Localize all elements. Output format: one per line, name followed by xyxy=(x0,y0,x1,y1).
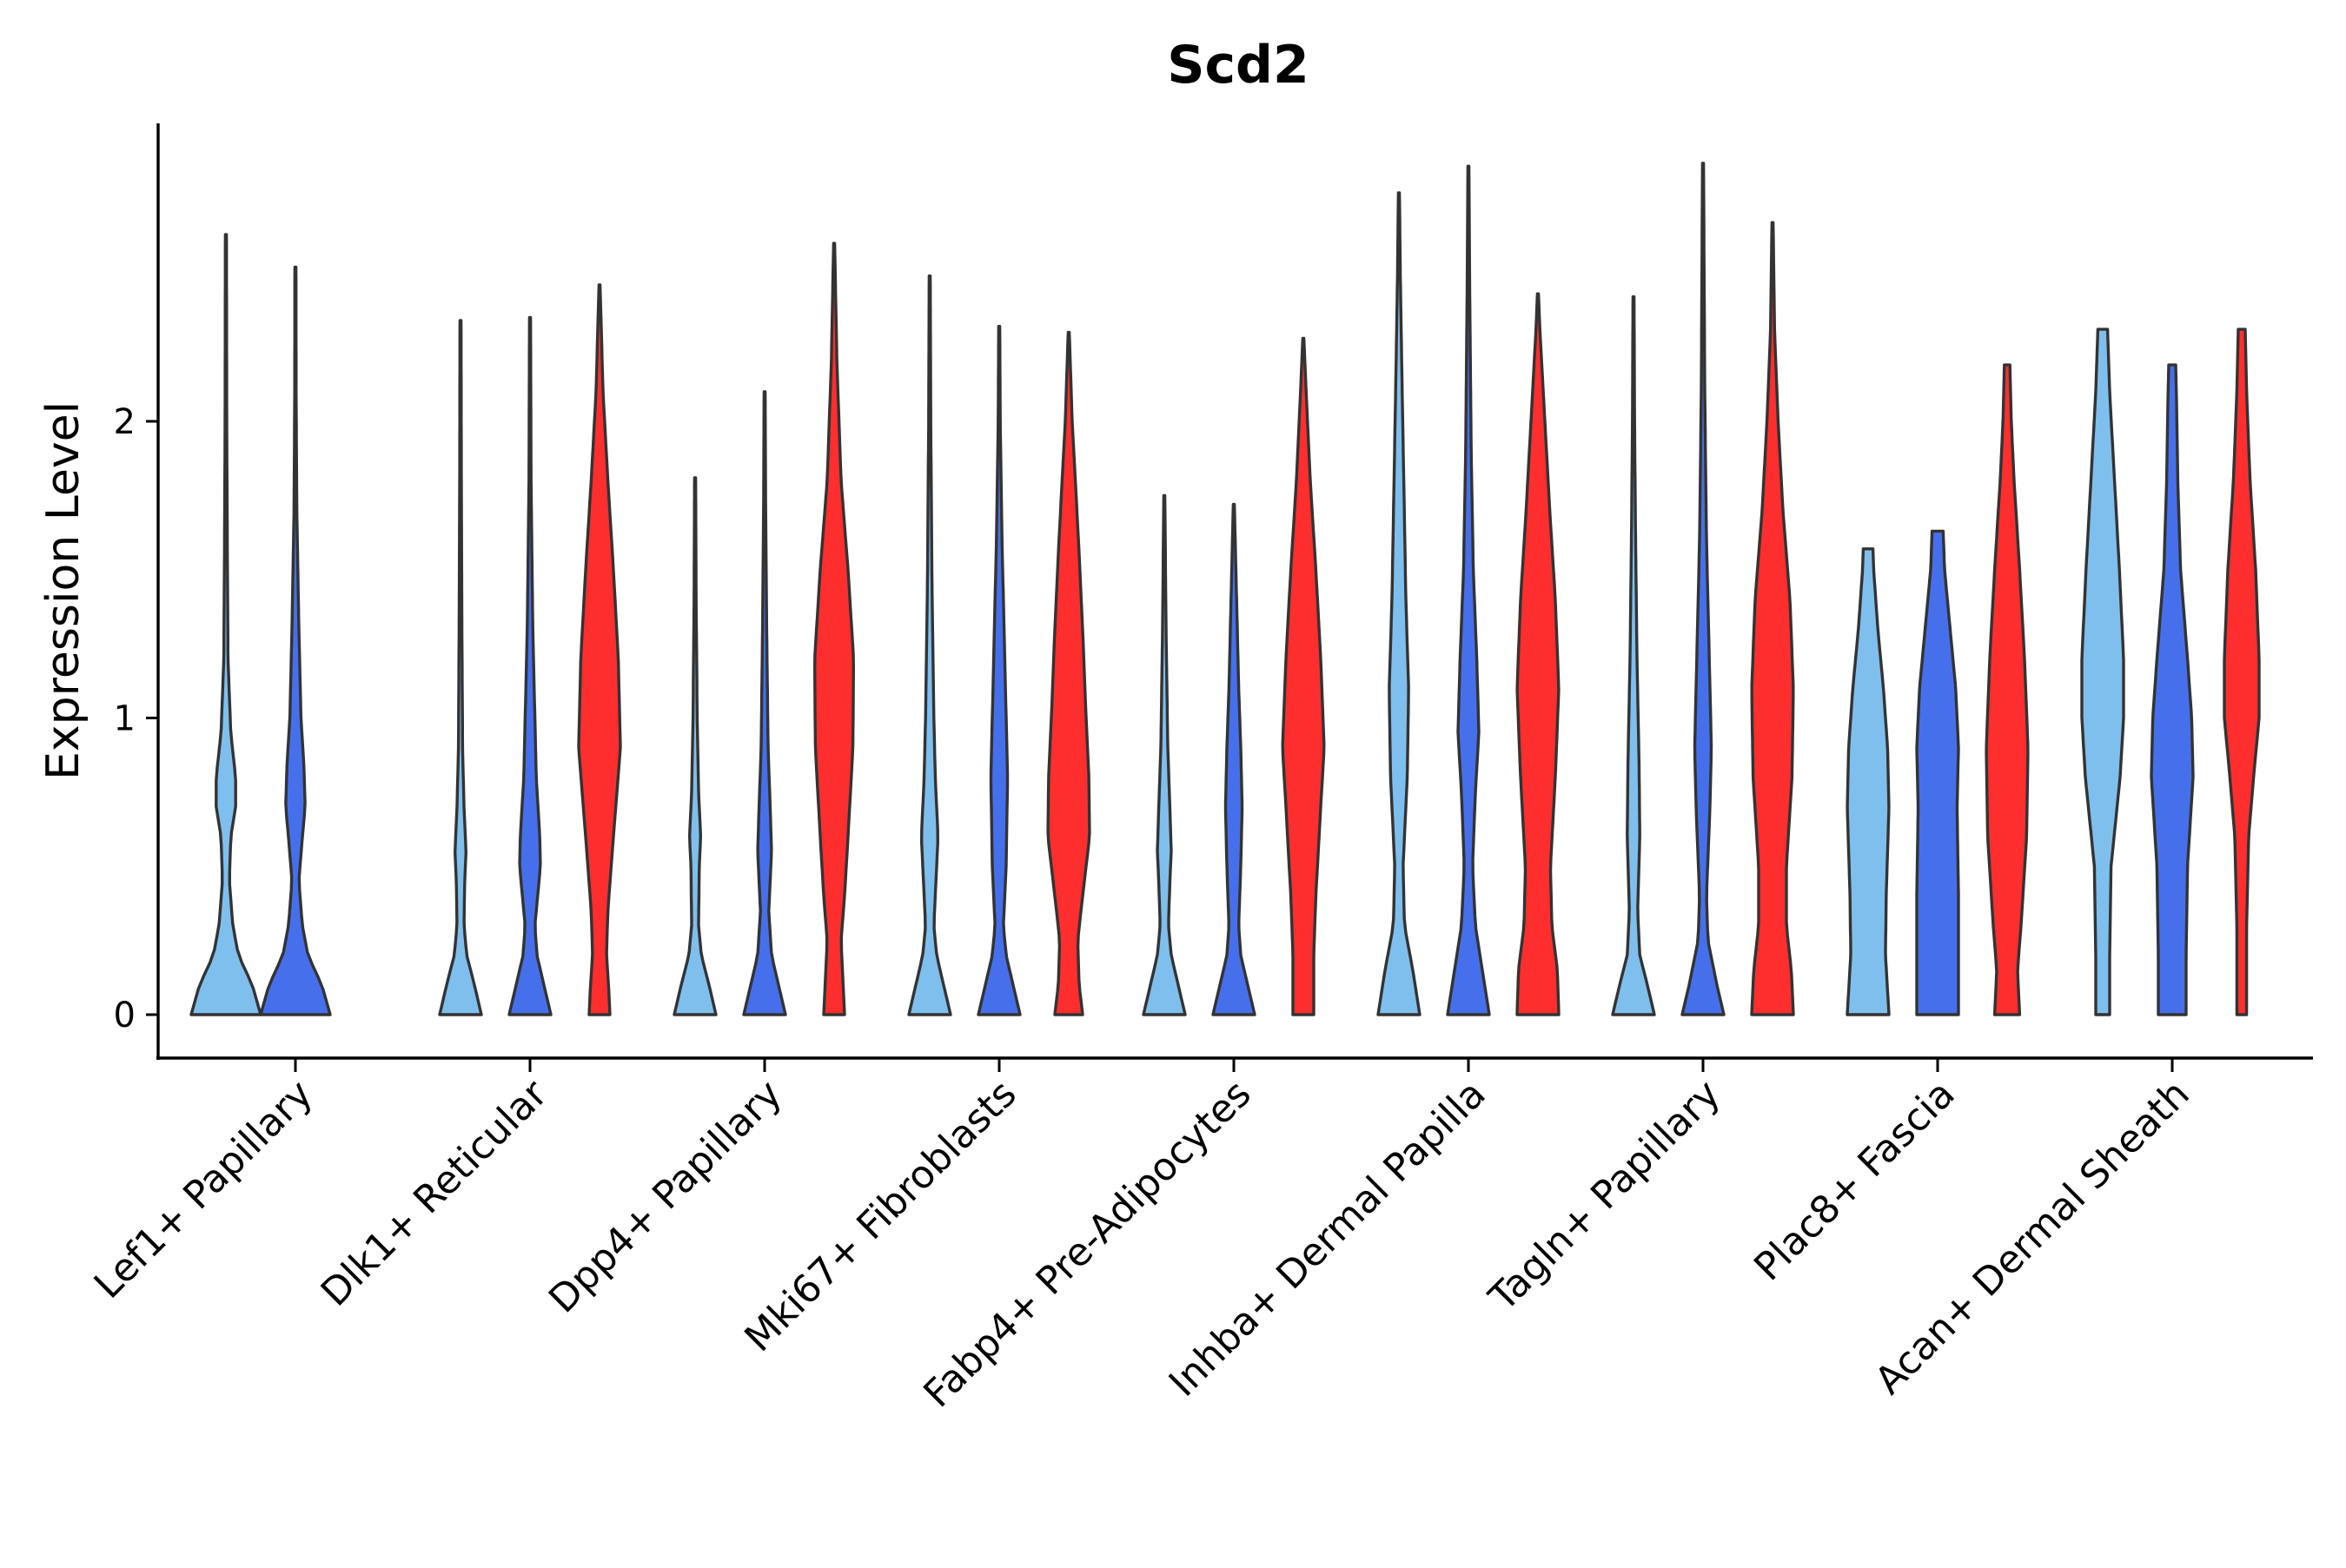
violin-group1-inhba-dermal-papilla xyxy=(1376,191,1422,1016)
x-tick-label-tagln-papillary: Tagln+ Papillary xyxy=(1481,1072,1729,1320)
violin-group1-plac8-fascia xyxy=(1846,547,1891,1016)
violin-group1-fabp4-pre-adipocytes xyxy=(1142,493,1187,1016)
x-tick-label-plac8-fascia: Plac8+ Fascia xyxy=(1746,1072,1964,1290)
violin-group1-dpp4-papillary xyxy=(673,476,718,1016)
violin-group2-mki67-fibroblasts xyxy=(977,325,1022,1016)
violin-group1-acan-dermal-sheath xyxy=(2080,327,2125,1016)
violin-group3-plac8-fascia xyxy=(1985,363,2030,1016)
violin-group2-plac8-fascia xyxy=(1915,529,1960,1016)
violin-group2-acan-dermal-sheath xyxy=(2150,363,2195,1016)
violin-group2-fabp4-pre-adipocytes xyxy=(1211,502,1256,1016)
x-tick-label-dpp4-papillary: Dpp4+ Papillary xyxy=(540,1072,791,1322)
violins-layer xyxy=(189,162,2261,1016)
x-tick-label-lef1-papillary: Lef1+ Papillary xyxy=(86,1072,321,1307)
violin-group2-inhba-dermal-papilla xyxy=(1446,164,1491,1016)
violin-group1-lef1-papillary xyxy=(189,233,262,1016)
y-tick-label-1: 1 xyxy=(114,699,136,739)
violin-group3-dpp4-papillary xyxy=(813,241,855,1016)
y-tick-label-2: 2 xyxy=(114,402,136,442)
violin-group2-lef1-papillary xyxy=(259,265,332,1016)
y-tick-label-0: 0 xyxy=(114,996,136,1035)
violin-group3-fabp4-pre-adipocytes xyxy=(1281,336,1326,1016)
y-axis-label: Expression Level xyxy=(37,401,89,780)
violin-group3-inhba-dermal-papilla xyxy=(1515,292,1561,1016)
x-tick-label-dlk1-reticular: Dlk1+ Reticular xyxy=(313,1071,557,1315)
violin-group2-dlk1-reticular xyxy=(507,315,553,1016)
violin-group3-tagln-papillary xyxy=(1750,221,1795,1016)
violin-group3-acan-dermal-sheath xyxy=(2223,327,2261,1016)
y-ticks-layer: 0 1 2 xyxy=(114,402,158,1035)
chart-title: Scd2 xyxy=(1167,35,1309,96)
violin-group1-tagln-papillary xyxy=(1611,294,1656,1016)
violin-group2-tagln-papillary xyxy=(1680,162,1726,1016)
violin-group2-dpp4-papillary xyxy=(742,390,787,1016)
violin-group3-dlk1-reticular xyxy=(577,283,622,1016)
violin-group1-dlk1-reticular xyxy=(438,319,483,1016)
violin-group1-mki67-fibroblasts xyxy=(907,275,952,1016)
violin-group3-mki67-fibroblasts xyxy=(1046,330,1091,1016)
